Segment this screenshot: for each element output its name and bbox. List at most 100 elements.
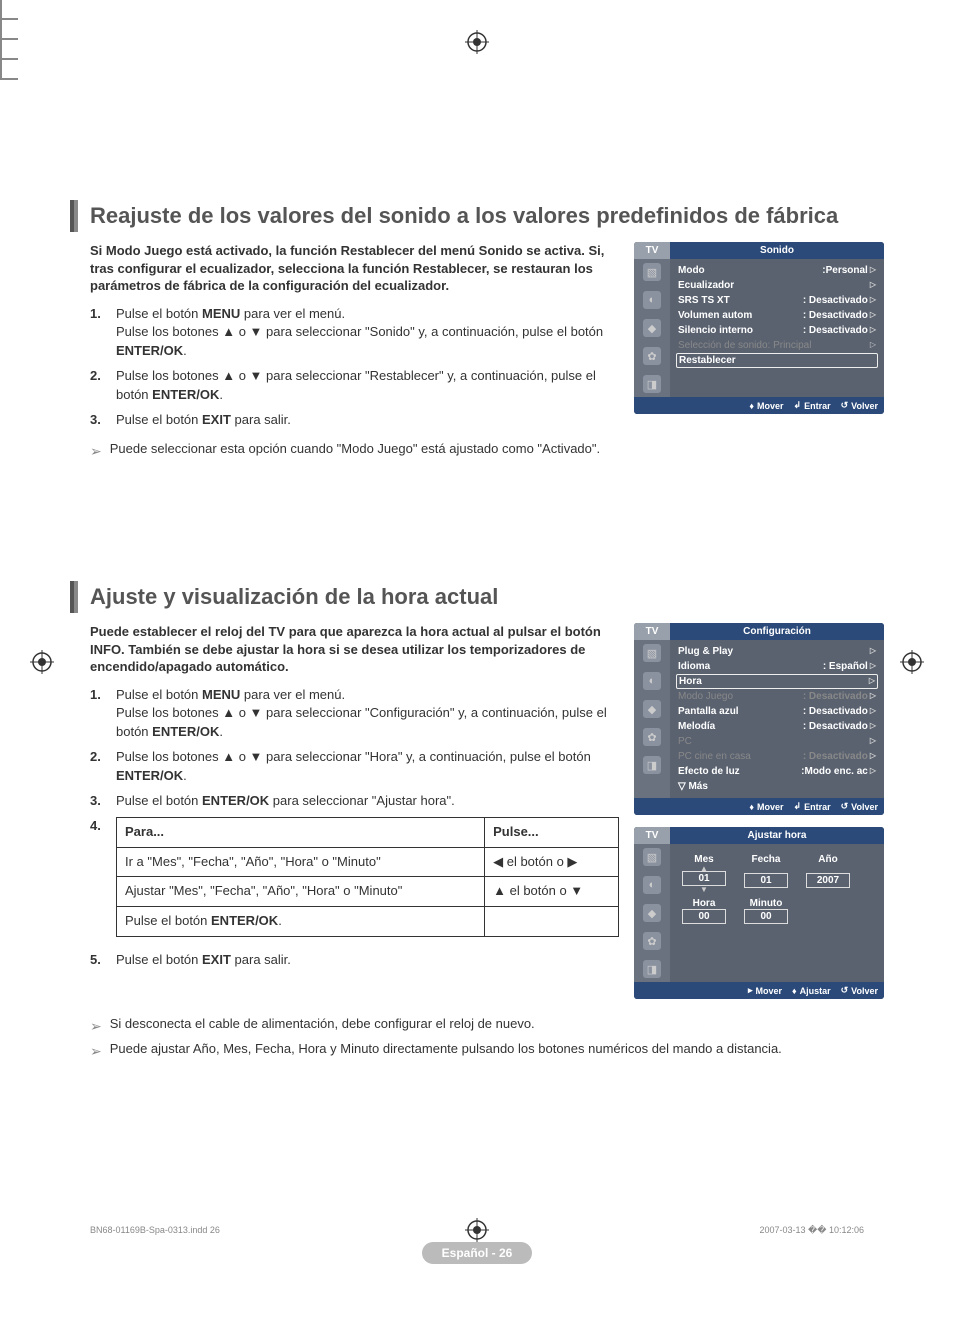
osd-row-label: Efecto de luz [678, 765, 740, 778]
section-intro: Si Modo Juego está activado, la función … [70, 242, 619, 295]
clock-value-hora: 00 [682, 909, 726, 924]
osd-footer-entrar: ↲Entrar [794, 400, 831, 411]
step-item: Pulse el botón MENU para ver el menú. Pu… [90, 686, 619, 743]
clock-value-fecha: 01 [744, 873, 788, 888]
triangle-right-icon: ▷ [870, 721, 876, 731]
triangle-right-icon: ▷ [869, 676, 875, 686]
note-text: Si desconecta el cable de alimentación, … [110, 1015, 535, 1034]
triangle-right-icon: ▷ [870, 340, 876, 350]
note-text: Puede ajustar Año, Mes, Fecha, Hora y Mi… [110, 1040, 782, 1059]
updown-icon: ♦ [749, 802, 754, 812]
osd-row-highlight: Restablecer [679, 354, 736, 367]
clock-value-mes: 01 [682, 871, 726, 886]
step-text: para ver el menú. [240, 306, 345, 321]
step-item: Pulse el botón EXIT para salir. [90, 951, 619, 970]
table-cell [485, 907, 619, 937]
channel-icon: ◆ [643, 904, 661, 922]
osd-row-dim-label: Modo Juego [678, 690, 733, 703]
clock-value-minuto: 00 [744, 909, 788, 924]
leftright-icon: ▸ [748, 985, 753, 996]
osd-row-dim: Selección de sonido: Principal [678, 339, 811, 352]
return-icon: ↺ [841, 985, 849, 996]
section-bar-icon [70, 200, 78, 232]
steps-list: Pulse el botón MENU para ver el menú. Pu… [70, 305, 619, 430]
channel-icon: ◆ [643, 700, 661, 718]
osd-row-value: :Modo enc. ac [801, 765, 868, 778]
setup-icon: ✿ [643, 728, 661, 746]
step-text: Pulse el botón [116, 687, 202, 702]
osd-footer-mover: ▸Mover [748, 985, 782, 996]
enter-icon: ↲ [794, 400, 802, 411]
clock-label-ano: Año [806, 854, 850, 865]
osd-menu-sonido: TV Sonido ▧ ◐ ◆ ✿ ◨ Modo:Personal▷ [634, 242, 884, 414]
section-title: Ajuste y visualización de la hora actual [90, 581, 498, 613]
enter-word: ENTER/OK [211, 913, 278, 928]
channel-icon: ◆ [643, 319, 661, 337]
triangle-right-icon: ▷ [870, 766, 876, 776]
enter-word: ENTER/OK [116, 343, 183, 358]
osd-row-dim-label: PC cine en casa [678, 750, 751, 763]
step-item: Pulse los botones ▲ o ▼ para seleccionar… [90, 367, 619, 405]
page-number-pill: Español - 26 [422, 1242, 533, 1264]
osd-footer-volver: ↺Volver [841, 985, 878, 996]
osd-title: Sonido [670, 242, 884, 259]
step-text: para salir. [231, 952, 291, 967]
note-text: Puede seleccionar esta opción cuando "Mo… [110, 440, 600, 459]
table-header: Para... [117, 817, 485, 847]
sound-icon: ◐ [643, 876, 661, 894]
para-table: Para... Pulse... Ir a "Mes", "Fecha", "A… [116, 817, 619, 937]
osd-tv-label: TV [634, 623, 670, 640]
osd-row-value: : Desactivado [803, 720, 868, 733]
crop-mark-icon [0, 40, 2, 58]
input-icon: ◨ [643, 960, 661, 978]
osd-row-label: Plug & Play [678, 645, 733, 658]
section-sound-reset: Reajuste de los valores del sonido a los… [70, 200, 884, 461]
osd-menu-clock: TV Ajustar hora ▧ ◐ ◆ ✿ ◨ [634, 827, 884, 999]
crop-mark-icon [0, 38, 18, 40]
osd-row-label: Pantalla azul [678, 705, 739, 718]
print-meta: BN68-01169B-Spa-0313.indd 26 2007-03-13 … [90, 1225, 864, 1236]
period: . [183, 768, 187, 783]
period: . [219, 724, 223, 739]
enter-word: ENTER/OK [202, 793, 269, 808]
osd-row-label: SRS TS XT [678, 294, 730, 307]
section-intro: Puede establecer el reloj del TV para qu… [70, 623, 619, 676]
osd-row-label: Idioma [678, 660, 710, 673]
triangle-right-icon: ▷ [870, 646, 876, 656]
step-text: Pulse el botón [116, 952, 202, 967]
step-text: Pulse los botones ▲ o ▼ para seleccionar… [116, 749, 591, 764]
osd-footer-ajustar: ♦Ajustar [792, 985, 831, 996]
step-text: Pulse el botón [116, 793, 202, 808]
triangle-right-icon: ▷ [870, 295, 876, 305]
osd-icon-column: ▧ ◐ ◆ ✿ ◨ [634, 640, 670, 798]
crop-mark-icon [0, 60, 2, 78]
osd-row-label: Modo [678, 264, 705, 277]
triangle-right-icon: ▷ [870, 736, 876, 746]
setup-icon: ✿ [643, 347, 661, 365]
menu-word: MENU [202, 306, 240, 321]
triangle-right-icon: ▷ [870, 310, 876, 320]
registration-mark-icon [465, 30, 489, 54]
picture-icon: ▧ [643, 644, 661, 662]
osd-row-label: Melodía [678, 720, 715, 733]
clock-label-hora: Hora [682, 898, 726, 909]
table-header: Pulse... [485, 817, 619, 847]
osd-footer-mover: ♦Mover [749, 801, 783, 812]
osd-tv-label: TV [634, 242, 670, 259]
table-cell: ▲ el botón o ▼ [485, 877, 619, 907]
step-text: Pulse el botón [116, 412, 202, 427]
updown-icon: ♦ [749, 401, 754, 411]
enter-word: ENTER/OK [116, 768, 183, 783]
section-title: Reajuste de los valores del sonido a los… [90, 200, 838, 232]
picture-icon: ▧ [643, 263, 661, 281]
osd-more: ▽ Más [678, 780, 708, 793]
osd-icon-column: ▧ ◐ ◆ ✿ ◨ [634, 844, 670, 982]
enter-word: ENTER/OK [152, 387, 219, 402]
step-text: para ver el menú. [240, 687, 345, 702]
triangle-right-icon: ▷ [870, 706, 876, 716]
osd-row-dim-val: : Desactivado [803, 750, 868, 763]
step-text: para seleccionar "Ajustar hora". [269, 793, 455, 808]
step-text: Pulse los botones ▲ o ▼ para seleccionar… [116, 324, 603, 339]
osd-row-value: : Desactivado [803, 705, 868, 718]
crop-mark-icon [0, 20, 2, 38]
